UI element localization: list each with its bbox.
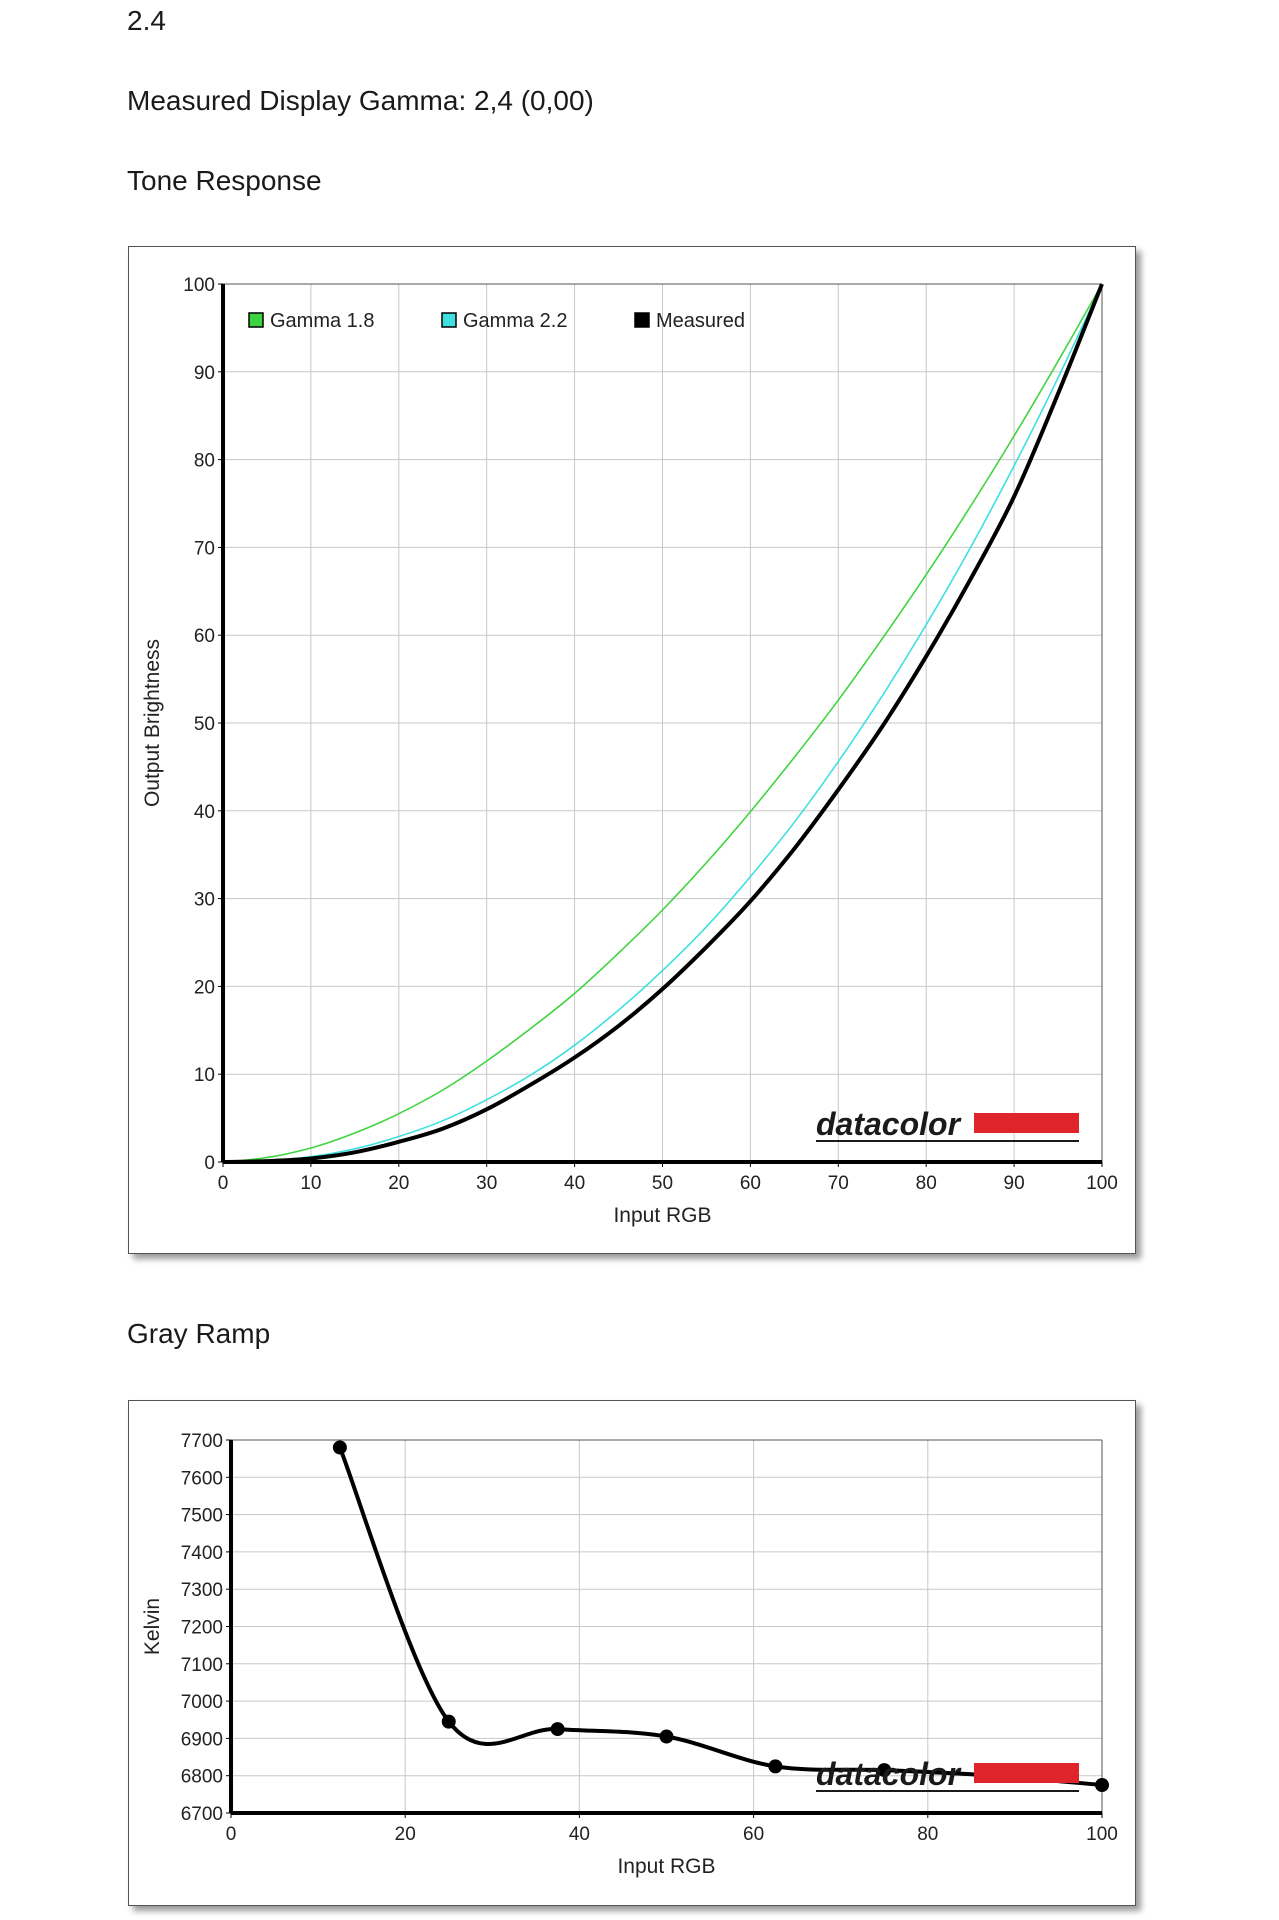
x-tick-label: 100 (1086, 1173, 1118, 1194)
x-tick-label: 70 (828, 1173, 849, 1194)
x-tick-label: 10 (300, 1173, 321, 1194)
x-tick-label: 0 (226, 1824, 237, 1845)
y-tick-label: 7400 (181, 1543, 223, 1564)
y-tick-label: 6700 (181, 1804, 223, 1825)
data-point (550, 1722, 565, 1737)
x-tick-label: 20 (395, 1824, 416, 1845)
y-tick-label: 100 (183, 275, 215, 296)
datacolor-logo-text: datacolor (816, 1106, 962, 1142)
y-tick-label: 6900 (181, 1729, 223, 1750)
y-tick-label: 6800 (181, 1767, 223, 1788)
legend-swatch (441, 312, 457, 328)
x-tick-label: 20 (388, 1173, 409, 1194)
y-tick-label: 7700 (181, 1431, 223, 1452)
gray-ramp-title: Gray Ramp (127, 1318, 271, 1349)
x-axis-label: Input RGB (617, 1855, 715, 1878)
tone-response-chart: 0 10 20 30 40 50 60 70 80 90 100 0 10 20 30 40 50 60 70 80 9… (128, 246, 1136, 1254)
x-tick-label: 0 (218, 1173, 229, 1194)
y-axis-label: Output Brightness (141, 639, 164, 807)
y-tick-label: 10 (194, 1065, 215, 1086)
y-tick-label: 70 (194, 538, 215, 559)
data-point (659, 1729, 674, 1744)
y-tick-label: 40 (194, 802, 215, 823)
x-tick-label: 60 (743, 1824, 764, 1845)
y-tick-label: 7300 (181, 1580, 223, 1601)
x-tick-label: 40 (569, 1824, 590, 1845)
legend-label: Measured (656, 310, 745, 332)
x-tick-label: 30 (476, 1173, 497, 1194)
datacolor-logo-bar (974, 1113, 1079, 1133)
y-tick-label: 0 (204, 1153, 215, 1174)
x-axis-label: Input RGB (613, 1204, 711, 1227)
y-tick-label: 20 (194, 977, 215, 998)
y-tick-label: 60 (194, 626, 215, 647)
y-tick-label: 50 (194, 714, 215, 735)
legend-swatch (248, 312, 264, 328)
series-line-gamma-1-8 (222, 283, 1103, 1163)
y-tick-label: 7500 (181, 1506, 223, 1527)
series-line-gamma-2-2 (222, 283, 1103, 1163)
series-line-kelvin (338, 1446, 1103, 1787)
data-point (441, 1714, 456, 1729)
y-axis-label: Kelvin (141, 1598, 164, 1655)
legend-label: Gamma 1.8 (270, 310, 374, 332)
data-point (1095, 1778, 1109, 1793)
legend-swatch (634, 312, 650, 328)
x-tick-label: 90 (1004, 1173, 1025, 1194)
x-tick-label: 50 (652, 1173, 673, 1194)
tone-response-svg: 0 10 20 30 40 50 60 70 80 90 100 0 10 20 30 40 50 60 70 80 9… (141, 275, 1118, 1227)
y-tick-label: 90 (194, 363, 215, 384)
measured-gamma-text: Measured Display Gamma: 2,4 (0,00) (127, 85, 594, 116)
data-point (768, 1759, 783, 1774)
gamma-value: 2.4 (127, 5, 166, 36)
x-tick-label: 100 (1086, 1824, 1118, 1845)
y-tick-label: 7100 (181, 1655, 223, 1676)
x-tick-label: 40 (564, 1173, 585, 1194)
legend-label: Gamma 2.2 (463, 310, 567, 332)
y-tick-label: 7000 (181, 1692, 223, 1713)
tone-response-title: Tone Response (127, 165, 322, 196)
x-tick-label: 80 (916, 1173, 937, 1194)
y-tick-label: 7200 (181, 1618, 223, 1639)
y-tick-label: 7600 (181, 1468, 223, 1489)
datacolor-logo-text: datacolor (816, 1756, 962, 1792)
gray-ramp-svg: 0 20 40 60 80 100 6700 6800 6900 7000 7100 7200 7300… (141, 1431, 1118, 1878)
gray-ramp-chart: 0 20 40 60 80 100 6700 6800 6900 7000 7100 7200 7300… (128, 1400, 1136, 1906)
y-tick-label: 80 (194, 451, 215, 472)
y-tick-label: 30 (194, 890, 215, 911)
datacolor-logo-bar (974, 1763, 1079, 1783)
x-tick-label: 60 (740, 1173, 761, 1194)
data-point (332, 1440, 347, 1455)
data-point (877, 1763, 892, 1778)
series-line-measured (222, 283, 1104, 1164)
x-tick-label: 80 (917, 1824, 938, 1845)
